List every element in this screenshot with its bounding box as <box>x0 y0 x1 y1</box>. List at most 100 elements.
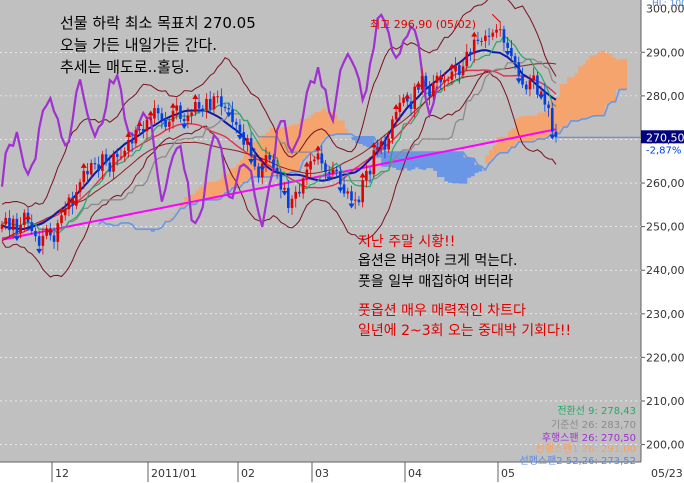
ichimoku-cloud-slice <box>444 152 449 182</box>
ichimoku-cloud-slice <box>318 111 323 145</box>
ichimoku-cloud-slice <box>392 152 397 168</box>
candle-body <box>298 191 301 194</box>
candle-body <box>353 199 357 201</box>
candle-body <box>216 96 219 98</box>
ichimoku-cloud-slice <box>239 159 245 183</box>
ichimoku-cloud-slice <box>559 84 564 128</box>
y-tick-label: 220,00 <box>646 351 684 364</box>
sell-signal-arrow <box>13 236 20 242</box>
candle-body <box>350 191 353 201</box>
annotation-trend: 추세는 매도로..홀딩. <box>60 58 190 76</box>
ichimoku-cloud-slice <box>366 136 371 148</box>
candle-body <box>413 86 417 109</box>
candle-body <box>97 164 100 171</box>
candle-body <box>30 222 34 231</box>
y-tick-label: 280,00 <box>646 90 684 103</box>
ichimoku-cloud-slice <box>619 59 624 90</box>
candle-body <box>487 35 491 37</box>
buy-signal-arrow <box>25 214 32 220</box>
candle-body <box>405 97 409 102</box>
candle-body <box>387 138 390 150</box>
ichimoku-cloud-slice <box>210 181 215 200</box>
candle-body <box>141 129 145 132</box>
candle-body <box>539 91 543 95</box>
candle-body <box>201 108 205 110</box>
candle-body <box>532 75 535 81</box>
candle-body <box>357 199 361 203</box>
candle-body <box>428 86 431 97</box>
x-tick-label: 02 <box>241 467 255 480</box>
buy-signal-arrow <box>448 63 455 69</box>
candle-body <box>238 124 242 133</box>
candle-body <box>149 118 153 120</box>
candle-body <box>417 86 420 90</box>
candle-body <box>115 153 119 157</box>
candle-body <box>197 101 201 109</box>
annotation-weekend: 지난 주말 시황!! <box>358 234 456 250</box>
candle-body <box>0 224 4 229</box>
y-tick-label: 290,00 <box>646 46 684 59</box>
ichimoku-cloud-slice <box>228 168 234 188</box>
candle-body <box>524 84 528 90</box>
candle-body <box>179 105 182 119</box>
candle-body <box>205 98 208 110</box>
candle-body <box>513 56 517 63</box>
sell-signal-arrow <box>225 112 232 118</box>
ichimoku-cloud-slice <box>199 186 204 201</box>
ichimoku-cloud-slice <box>608 54 613 102</box>
ichimoku-cloud-slice <box>418 152 423 170</box>
candle-body <box>450 71 454 80</box>
candle-body <box>86 170 89 175</box>
ichimoku-cloud-slice <box>437 152 442 178</box>
candle-body <box>394 112 398 120</box>
candle-body <box>52 235 56 242</box>
sell-signal-arrow <box>36 248 43 254</box>
candle-body <box>316 153 320 160</box>
annotation-put-chart: 풋옵션 매우 매력적인 차트다 <box>358 303 526 319</box>
candle-body <box>301 178 305 194</box>
candle-body <box>495 29 498 33</box>
candle-body <box>424 75 428 87</box>
ichimoku-cloud-slice <box>410 152 416 170</box>
x-tick-label: 2011/01 <box>151 467 197 480</box>
ichimoku-cloud-slice <box>466 157 471 178</box>
x-axis-panel <box>0 462 641 483</box>
ichimoku-cloud-slice <box>340 120 345 135</box>
annotation-go: 오늘 가든 내일가든 간다. <box>60 36 218 54</box>
ichimoku-cloud-slice <box>574 73 579 121</box>
candle-body <box>257 166 260 178</box>
long-trend-line <box>1 128 557 241</box>
candle-body <box>484 35 487 41</box>
ichimoku-cloud-slice <box>370 136 375 148</box>
ichimoku-cloud-slice <box>604 52 609 105</box>
candle-body <box>264 155 268 164</box>
candle-body <box>465 51 469 67</box>
ichimoku-cloud-slice <box>622 59 628 90</box>
ichimoku-cloud-slice <box>615 59 620 90</box>
legend-tenkan: 전환선 9: 278,43 <box>557 406 636 417</box>
candle-body <box>34 231 37 237</box>
candle-body <box>246 138 249 145</box>
ichimoku-cloud-slice <box>332 114 338 135</box>
candle-body <box>476 39 480 41</box>
candle-body <box>435 75 439 83</box>
y-tick-label-top: 300,00 <box>646 3 684 16</box>
ichimoku-cloud-slice <box>262 134 267 177</box>
y-tick-label: 260,00 <box>646 177 684 190</box>
candle-body <box>320 153 324 164</box>
candle-body <box>327 172 331 174</box>
ichimoku-cloud-slice <box>173 213 178 215</box>
buy-signal-arrow <box>404 93 411 99</box>
ichimoku-cloud-slice <box>217 179 222 199</box>
ichimoku-cloud-slice <box>582 64 587 119</box>
sell-signal-arrow <box>515 78 522 84</box>
ichimoku-cloud-slice <box>280 127 286 176</box>
ichimoku-cloud-slice <box>440 152 445 178</box>
candle-body <box>41 235 45 246</box>
ichimoku-cloud-slice <box>537 112 542 140</box>
candle-body <box>290 198 294 208</box>
candle-body <box>279 172 283 190</box>
ichimoku-cloud-slice <box>206 181 211 200</box>
ichimoku-cloud-slice <box>425 152 431 168</box>
candle-body <box>67 197 71 210</box>
